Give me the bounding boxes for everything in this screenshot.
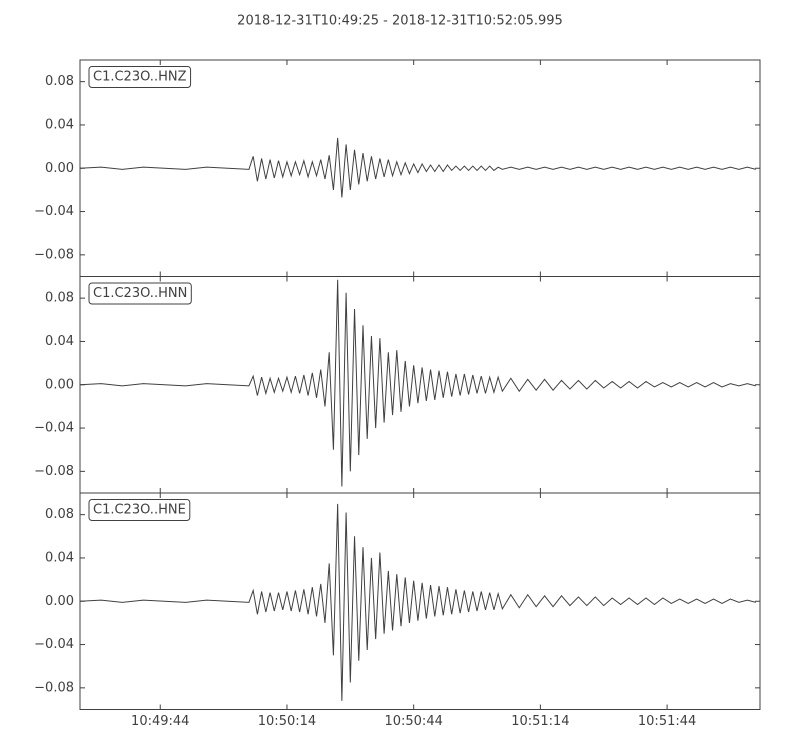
y-tick-label: −0.04	[34, 637, 74, 652]
chart-title: 2018-12-31T10:49:25 - 2018-12-31T10:52:0…	[237, 14, 563, 29]
waveform	[79, 137, 756, 198]
x-tick-label: 10:51:14	[511, 714, 569, 729]
y-tick-label: 0.04	[45, 117, 74, 132]
y-tick-label: 0.08	[45, 507, 74, 522]
x-tick-label: 10:50:44	[384, 714, 442, 729]
y-tick-label: 0.00	[45, 594, 74, 609]
trace-label-box	[88, 282, 192, 305]
x-tick-label: 10:51:44	[638, 714, 696, 729]
y-tick-label: −0.04	[34, 204, 74, 219]
y-tick-label: −0.04	[34, 421, 74, 436]
trace-label-box	[88, 499, 191, 521]
y-tick-label: −0.08	[34, 464, 74, 479]
waveform	[79, 279, 756, 487]
y-tick-label: 0.04	[45, 334, 74, 349]
x-tick-label: 10:50:14	[258, 714, 316, 729]
y-tick-label: 0.08	[45, 291, 74, 306]
y-tick-label: 0.00	[45, 161, 74, 176]
trace-label: C1.C23O..HNE	[93, 503, 186, 518]
trace-label: C1.C23O..HNN	[93, 286, 187, 301]
trace-label: C1.C23O..HNZ	[93, 70, 187, 85]
y-tick-label: 0.00	[45, 377, 74, 392]
panel-frame	[79, 492, 761, 710]
x-tick-label: 10:49:44	[131, 714, 189, 729]
y-tick-label: 0.08	[45, 74, 74, 89]
waveform	[79, 503, 756, 701]
y-tick-label: −0.08	[34, 247, 74, 262]
y-tick-label: 0.04	[45, 550, 74, 565]
trace-label-box	[88, 66, 192, 88]
y-tick-label: −0.08	[34, 680, 74, 695]
